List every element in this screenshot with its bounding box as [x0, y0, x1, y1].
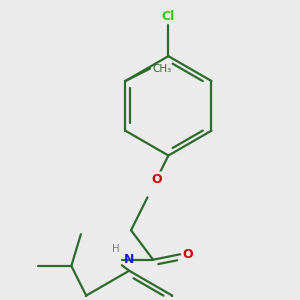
Text: O: O	[182, 248, 193, 261]
Text: N: N	[124, 253, 134, 266]
Text: Cl: Cl	[162, 10, 175, 23]
Text: O: O	[151, 173, 162, 186]
Text: CH₃: CH₃	[152, 64, 171, 74]
Text: H: H	[112, 244, 120, 254]
